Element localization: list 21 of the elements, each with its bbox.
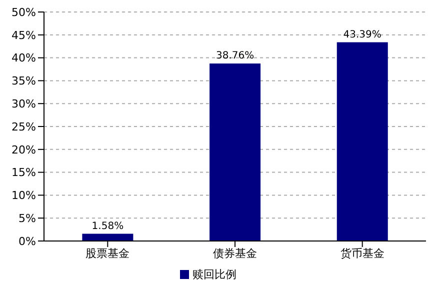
x-tick-label: 股票基金: [86, 246, 130, 260]
y-tick-label: 10%: [12, 189, 36, 202]
y-tick-label: 35%: [12, 74, 36, 88]
data-label: 43.39%: [343, 29, 382, 40]
y-tick-label: 30%: [12, 98, 36, 111]
legend-label: 赎回比例: [192, 268, 236, 281]
y-tick-label: 20%: [12, 143, 36, 156]
y-tick-label: 5%: [18, 212, 36, 226]
bar: [336, 42, 388, 241]
y-tick-label: 25%: [12, 120, 36, 134]
y-tick-label: 50%: [12, 6, 36, 19]
bar: [82, 234, 134, 241]
data-label: 1.58%: [92, 220, 124, 232]
x-tick-label: 货币基金: [340, 246, 384, 260]
data-label: 38.76%: [216, 50, 254, 62]
y-tick-label: 15%: [12, 166, 36, 180]
bar: [210, 63, 261, 241]
y-tick-label: 45%: [12, 28, 36, 42]
x-tick-label: 债券基金: [213, 246, 257, 260]
y-tick-label: 0%: [18, 234, 36, 248]
y-tick-label: 40%: [12, 52, 36, 65]
